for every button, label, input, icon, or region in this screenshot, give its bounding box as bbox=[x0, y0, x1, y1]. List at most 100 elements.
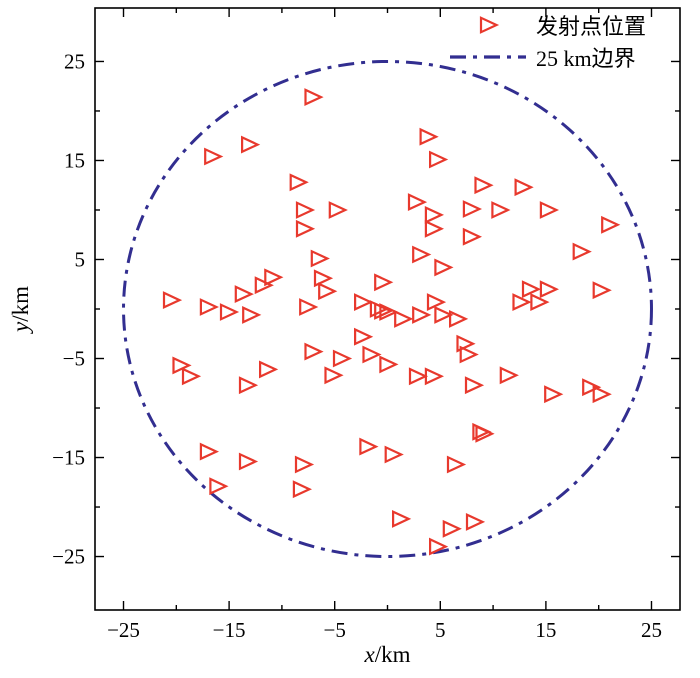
scatter-point bbox=[264, 268, 284, 287]
scatter-point bbox=[162, 291, 183, 310]
scatter-point bbox=[407, 193, 428, 212]
scatter-point bbox=[259, 360, 279, 379]
scatter-point bbox=[295, 219, 316, 238]
scatter-point bbox=[238, 376, 259, 395]
scatter-point bbox=[354, 293, 374, 312]
legend-item-launch-points: 发射点位置 bbox=[446, 10, 646, 40]
boundary-circle bbox=[122, 59, 653, 559]
scatter-point bbox=[582, 378, 602, 397]
scatter-point bbox=[539, 280, 560, 299]
scatter-point bbox=[429, 537, 449, 556]
scatter-point bbox=[379, 355, 399, 374]
scatter-point bbox=[412, 305, 432, 324]
scatter-point bbox=[234, 285, 254, 304]
scatter-point bbox=[374, 273, 394, 292]
legend-item-boundary: 25 km边界 bbox=[446, 42, 646, 72]
legend-symbol-cell bbox=[446, 46, 530, 68]
y-tick-label: −25 bbox=[52, 545, 85, 569]
scatter-point bbox=[412, 245, 432, 264]
scatter-point bbox=[512, 293, 532, 312]
scatter-point bbox=[424, 219, 445, 238]
legend-label-boundary: 25 km边界 bbox=[536, 46, 636, 71]
y-tick-label: 25 bbox=[64, 49, 85, 73]
scatter-point bbox=[384, 445, 404, 464]
scatter-point bbox=[419, 127, 439, 146]
scatter-point bbox=[491, 201, 511, 219]
scatter-point bbox=[474, 176, 494, 195]
y-tick-label: −5 bbox=[63, 347, 85, 371]
scatter-point bbox=[379, 303, 399, 321]
scatter-point bbox=[499, 366, 519, 385]
scatter-point bbox=[295, 201, 316, 219]
scatter-point bbox=[172, 356, 192, 375]
legend: 发射点位置 25 km边界 bbox=[446, 10, 646, 72]
scatter-point bbox=[354, 327, 374, 346]
legend-label-launch-points: 发射点位置 bbox=[536, 14, 647, 39]
scatter-point bbox=[521, 280, 542, 299]
scatter-point bbox=[392, 509, 412, 528]
scatter-point bbox=[328, 201, 348, 219]
scatter-point bbox=[459, 345, 479, 364]
scatter-point bbox=[324, 366, 344, 385]
scatter-point bbox=[514, 178, 534, 197]
scatter-point bbox=[181, 367, 202, 386]
scatter-point bbox=[313, 269, 334, 288]
scatter-point bbox=[204, 147, 224, 166]
scatter-point bbox=[475, 424, 495, 443]
y-tick-label: −15 bbox=[52, 446, 85, 470]
x-tick-label: −15 bbox=[213, 618, 246, 642]
scatter-point bbox=[310, 249, 330, 268]
triangle-right-icon bbox=[479, 16, 500, 34]
scatter-point bbox=[294, 455, 315, 474]
scatter-point bbox=[462, 200, 483, 218]
dash-dot-line-icon bbox=[450, 55, 526, 59]
scatter-point bbox=[254, 276, 274, 295]
scatter-point bbox=[539, 201, 560, 219]
scatter-point bbox=[442, 519, 462, 538]
scatter-point bbox=[449, 309, 469, 328]
scatter-point bbox=[219, 303, 240, 321]
scatter-point bbox=[292, 480, 313, 499]
scatter-point bbox=[359, 437, 379, 456]
scatter-point bbox=[304, 88, 324, 107]
scatter-point bbox=[374, 302, 394, 320]
scatter-point bbox=[572, 242, 592, 261]
scatter-point bbox=[199, 442, 220, 461]
scatter-point bbox=[362, 345, 382, 364]
x-tick-label: 25 bbox=[641, 618, 662, 642]
scatter-point bbox=[199, 298, 220, 316]
legend-symbol-cell bbox=[446, 14, 530, 36]
scatter-point bbox=[209, 477, 229, 496]
y-axis-label: y/km bbox=[8, 286, 33, 334]
scatter-point bbox=[241, 135, 261, 154]
scatter-point bbox=[238, 452, 259, 471]
y-tick-label: 15 bbox=[64, 148, 85, 172]
scatter-point bbox=[424, 367, 445, 386]
x-tick-label: 5 bbox=[435, 618, 446, 642]
scatter-point bbox=[456, 334, 476, 353]
scatter-point bbox=[332, 349, 353, 368]
scatter-point bbox=[592, 281, 612, 300]
x-tick-label: −25 bbox=[107, 618, 140, 642]
scatter-point bbox=[434, 258, 454, 277]
scatter-point bbox=[429, 150, 449, 169]
scatter-point bbox=[434, 305, 454, 324]
scatter-point bbox=[408, 367, 429, 386]
scatter-point bbox=[465, 512, 486, 531]
scatter-point bbox=[426, 293, 447, 312]
scatter-point bbox=[304, 342, 324, 361]
scatter-point bbox=[601, 215, 621, 234]
scatter-point bbox=[544, 385, 564, 404]
x-tick-label: 15 bbox=[535, 618, 556, 642]
x-tick-label: −5 bbox=[324, 618, 346, 642]
scatter-point bbox=[530, 293, 550, 312]
scatter-point bbox=[318, 282, 338, 301]
scatter-point bbox=[242, 305, 262, 324]
scatter-point bbox=[299, 298, 319, 316]
scatter-point bbox=[446, 455, 467, 474]
scatter-point bbox=[462, 227, 483, 246]
x-axis-label: x/km bbox=[364, 642, 411, 667]
scatter-point bbox=[394, 309, 414, 328]
